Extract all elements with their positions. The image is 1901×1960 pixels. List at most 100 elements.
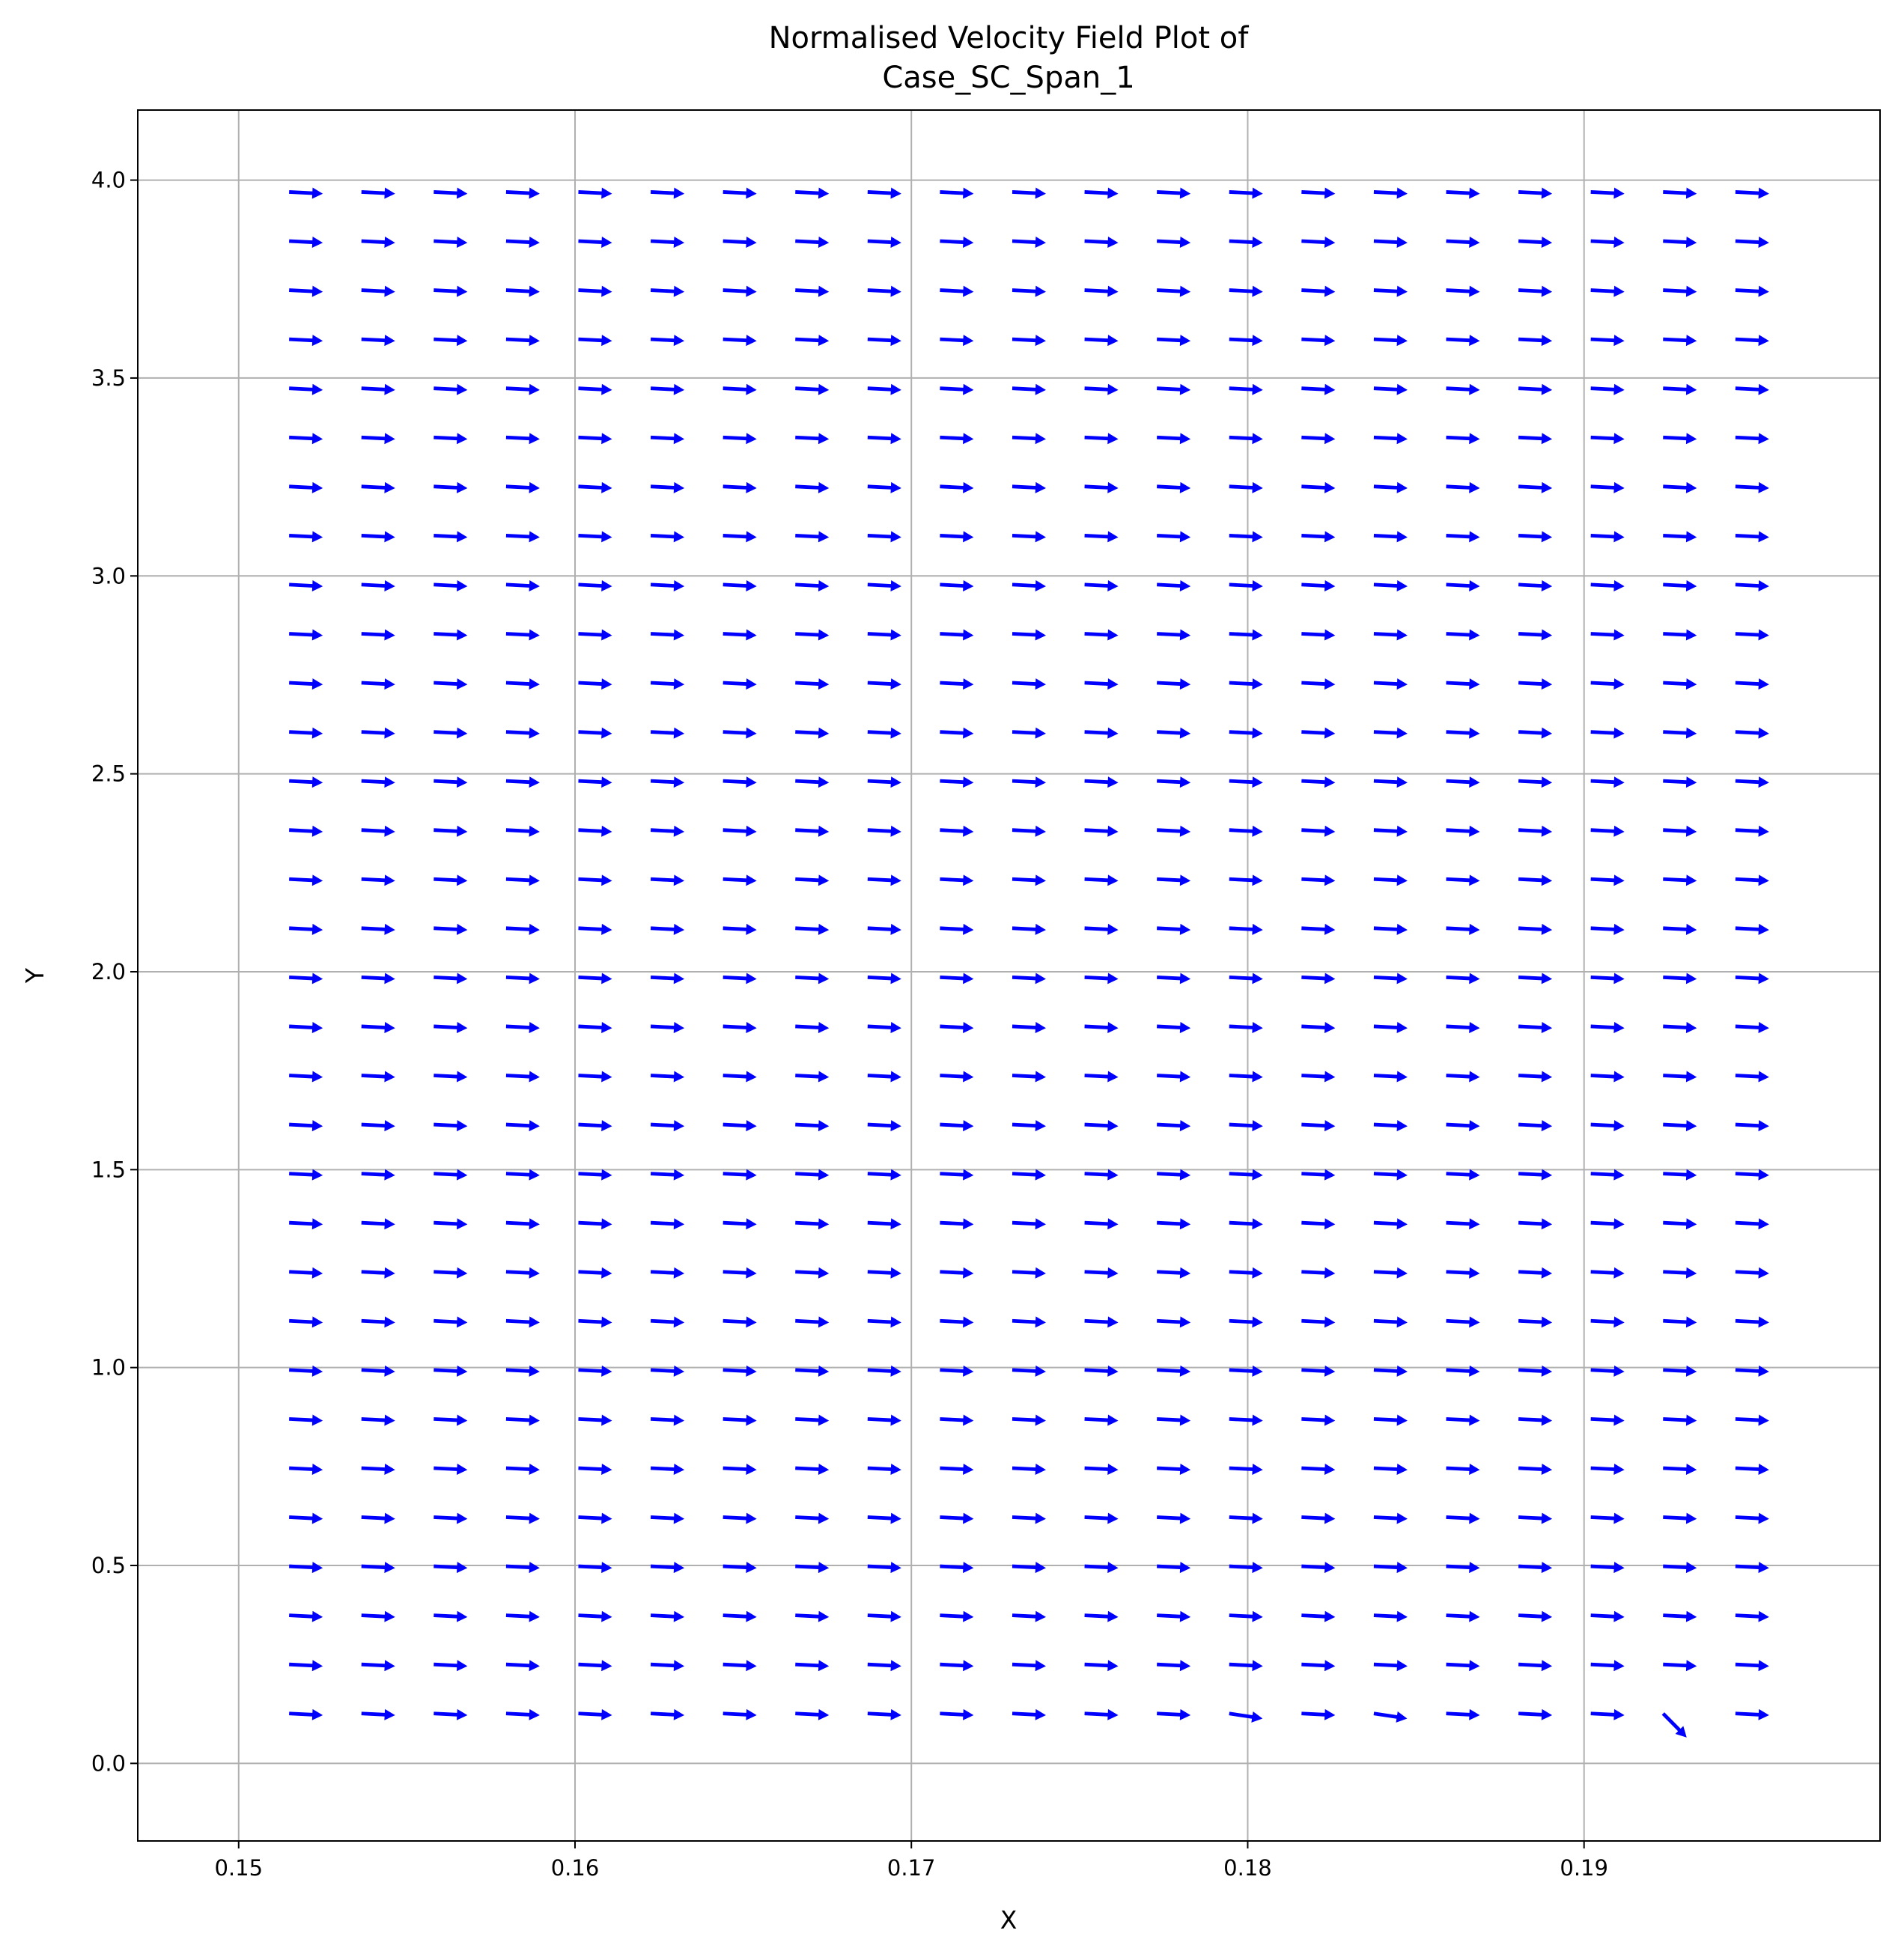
- arrow: [578, 433, 612, 445]
- arrow: [361, 678, 395, 690]
- arrow: [289, 1562, 323, 1574]
- arrow: [1373, 923, 1408, 935]
- arrow: [1301, 481, 1336, 493]
- arrow: [1518, 629, 1553, 641]
- arrow: [1590, 1464, 1625, 1476]
- arrow: [1084, 1071, 1119, 1083]
- arrow: [1084, 874, 1119, 886]
- arrow: [434, 923, 468, 935]
- arrow: [1012, 1021, 1046, 1033]
- arrow: [1446, 1365, 1480, 1377]
- arrow: [1735, 1708, 1769, 1720]
- arrow: [1301, 1414, 1336, 1426]
- arrow: [867, 285, 901, 297]
- arrow: [1012, 1365, 1046, 1377]
- arrow: [867, 1169, 901, 1181]
- arrow: [1373, 383, 1408, 395]
- arrow: [723, 1267, 757, 1279]
- arrow: [1446, 1120, 1480, 1132]
- arrow: [1301, 1169, 1336, 1181]
- arrow: [867, 335, 901, 347]
- arrow: [1084, 727, 1119, 739]
- arrow: [361, 1267, 395, 1279]
- arrow: [723, 678, 757, 690]
- arrow: [1590, 629, 1625, 641]
- arrow: [1229, 1711, 1263, 1723]
- arrow: [505, 923, 540, 935]
- arrow: [1446, 825, 1480, 837]
- arrow: [1590, 776, 1625, 788]
- arrow: [867, 776, 901, 788]
- arrow: [361, 335, 395, 347]
- arrow: [578, 678, 612, 690]
- plot-frame: [137, 109, 1881, 1842]
- arrow: [289, 1218, 323, 1230]
- arrow: [1084, 1316, 1119, 1328]
- arrow: [1084, 187, 1119, 199]
- arrow: [1301, 678, 1336, 690]
- arrow: [867, 825, 901, 837]
- arrow: [1518, 1610, 1553, 1622]
- arrow: [1446, 481, 1480, 493]
- arrow: [505, 776, 540, 788]
- arrow: [434, 1071, 468, 1083]
- arrow: [1373, 433, 1408, 445]
- arrow: [1446, 531, 1480, 543]
- arrow: [1590, 285, 1625, 297]
- arrow: [1229, 531, 1263, 543]
- arrow: [1373, 1021, 1408, 1033]
- arrow: [723, 1169, 757, 1181]
- arrow: [1735, 874, 1769, 886]
- arrow: [867, 187, 901, 199]
- arrow: [1446, 629, 1480, 641]
- arrow: [1229, 187, 1263, 199]
- arrow: [1084, 825, 1119, 837]
- arrow: [578, 1414, 612, 1426]
- arrow: [1373, 874, 1408, 886]
- arrow: [1229, 874, 1263, 886]
- arrow: [1446, 678, 1480, 690]
- arrow: [650, 285, 685, 297]
- arrow: [795, 1660, 830, 1672]
- y-tick-label: 3.5: [91, 365, 126, 391]
- arrow: [1735, 1267, 1769, 1279]
- arrow: [795, 1512, 830, 1524]
- arrow: [289, 1120, 323, 1132]
- arrow: [1590, 825, 1625, 837]
- arrow: [361, 1512, 395, 1524]
- arrow: [650, 776, 685, 788]
- arrow: [578, 629, 612, 641]
- arrow: [1301, 629, 1336, 641]
- arrow: [1590, 1708, 1625, 1720]
- arrow: [1518, 187, 1553, 199]
- arrow: [1590, 335, 1625, 347]
- arrow: [1012, 678, 1046, 690]
- arrow: [1735, 923, 1769, 935]
- arrow: [578, 1169, 612, 1181]
- arrow: [795, 1365, 830, 1377]
- arrow: [1157, 1120, 1191, 1132]
- arrow: [1735, 1316, 1769, 1328]
- arrow: [434, 1218, 468, 1230]
- arrow: [1518, 237, 1553, 249]
- arrow: [1663, 1169, 1697, 1181]
- arrow: [434, 285, 468, 297]
- arrow: [1663, 1071, 1697, 1083]
- arrow: [361, 776, 395, 788]
- arrow: [650, 579, 685, 591]
- arrow: [940, 1021, 974, 1033]
- chart-subtitle: Case_SC_Span_1: [882, 61, 1134, 95]
- arrow: [578, 776, 612, 788]
- arrow: [1301, 531, 1336, 543]
- arrow: [1373, 1464, 1408, 1476]
- arrow: [795, 1120, 830, 1132]
- arrow: [1229, 776, 1263, 788]
- arrow: [578, 1120, 612, 1132]
- arrow: [795, 776, 830, 788]
- arrow: [1735, 481, 1769, 493]
- arrow: [1663, 923, 1697, 935]
- arrow: [505, 383, 540, 395]
- arrow: [650, 237, 685, 249]
- arrow: [1012, 237, 1046, 249]
